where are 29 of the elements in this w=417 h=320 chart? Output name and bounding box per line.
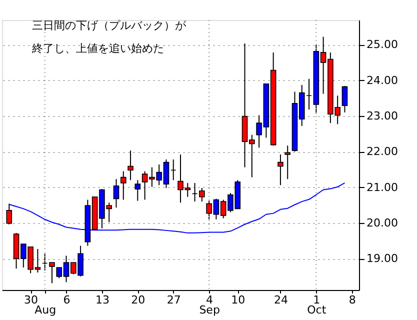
y-tick-label: 23.00	[366, 109, 398, 122]
x-tick-label: 4 Sep	[199, 294, 220, 316]
candlestick	[113, 178, 120, 208]
candlestick	[128, 150, 134, 181]
y-tick-label: 19.00	[366, 252, 398, 266]
x-tick-label: 24	[274, 294, 288, 306]
x-tick-label: Aug	[34, 304, 56, 316]
x-tick-label: 1 Oct	[307, 294, 327, 316]
x-tick-label: 30	[24, 294, 38, 306]
x-tick-label: 6	[63, 294, 70, 306]
x-tick-label: 20	[131, 294, 146, 306]
candlestick	[6, 203, 12, 225]
candlestick	[134, 180, 141, 202]
annotation: 三日間の下げ（プルバック）が	[32, 19, 187, 32]
candlestick	[278, 154, 284, 186]
x-tick-label: 8	[348, 294, 356, 306]
candlestick	[170, 158, 176, 181]
annotation: 終了し、上値を追い始めた	[31, 42, 164, 55]
x-tick-label: 13	[95, 294, 110, 306]
y-tick-label: 24.00	[366, 74, 398, 87]
y-tick-label: 25.00	[366, 38, 398, 52]
y-tick-label: 21.00	[366, 180, 398, 194]
x-tick-label: 10	[231, 294, 246, 306]
candlestick	[342, 85, 348, 113]
candlestick	[284, 145, 290, 180]
y-tick-label: 22.00	[366, 145, 398, 158]
candlestick	[120, 170, 126, 200]
y-tick-label: 20.00	[366, 216, 398, 230]
x-tick-label: 27	[166, 294, 181, 306]
